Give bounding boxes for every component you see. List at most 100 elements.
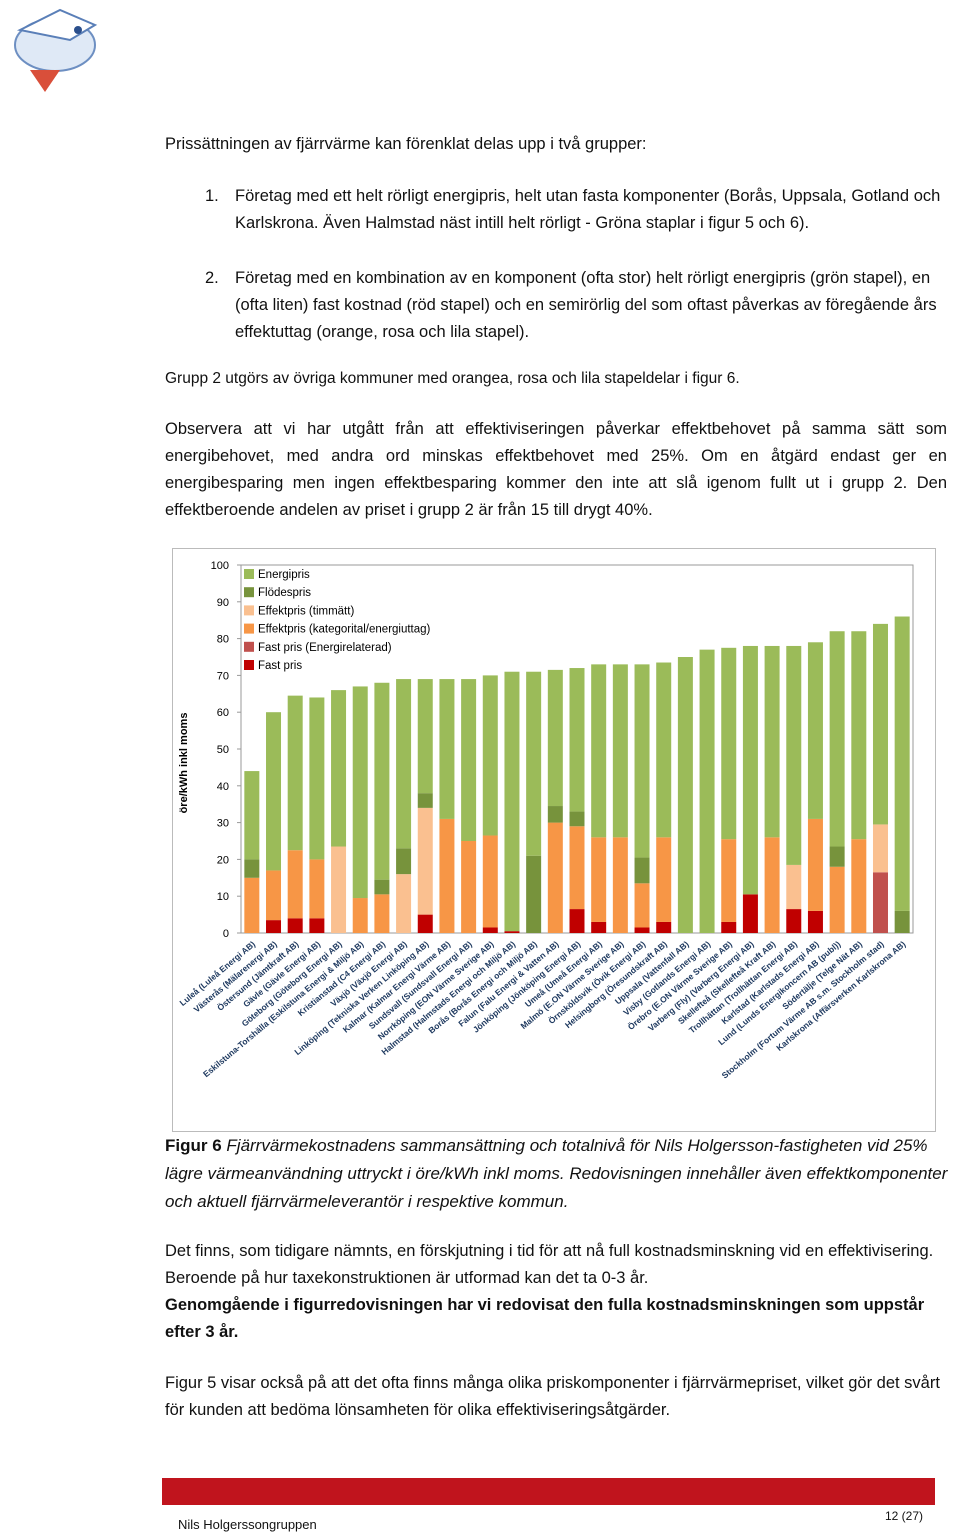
footer-organization: Nils Holgerssongruppen (178, 1517, 317, 1532)
bar-segment (569, 909, 585, 933)
bar-segment (721, 921, 737, 933)
bar-segment (569, 811, 585, 827)
bar-segment (764, 645, 780, 838)
bar-segment (569, 826, 585, 910)
bar-segment (677, 657, 693, 933)
bar-segment (504, 671, 520, 932)
bar-segment (244, 877, 260, 933)
bar-segment (764, 837, 780, 933)
bar-segment (829, 631, 845, 847)
y-tick-label: 80 (217, 634, 229, 646)
figure-caption: Figur 6 Fjärrvärmekostnadens sammansättn… (165, 1132, 960, 1216)
bar-segment (634, 857, 650, 884)
legend-swatch (244, 569, 254, 579)
bar-segment (266, 920, 282, 933)
legend-swatch (244, 605, 254, 616)
bar-segment (656, 921, 672, 933)
figure5-paragraph: Figur 5 visar också på att det ofta finn… (165, 1374, 940, 1419)
y-tick-label: 90 (217, 597, 229, 609)
y-tick-label: 100 (211, 560, 229, 572)
bar-segment (482, 927, 498, 933)
legend-label: Effektpris (kategorital/energiuttag) (258, 624, 431, 636)
bar-segment (656, 662, 672, 838)
bar-segment (634, 927, 650, 933)
bar-segment (547, 669, 563, 807)
bar-segment (829, 866, 845, 933)
bar-segment (504, 931, 520, 933)
bar-segment (699, 649, 715, 933)
bar-segment (786, 864, 802, 910)
y-tick-label: 50 (217, 744, 229, 756)
y-tick-label: 0 (223, 928, 229, 940)
y-tick-label: 60 (217, 707, 229, 719)
bar-segment (786, 909, 802, 933)
legend-label: Fast pris (258, 660, 302, 672)
legend-swatch (244, 641, 254, 652)
bar-segment (872, 623, 888, 825)
chart: öre/kWh inkl moms 0 10 20 30 40 50 60 70 80 90 100… (172, 548, 936, 1132)
bar-segment (547, 806, 563, 823)
bar-segment (807, 818, 823, 911)
bar-segment (439, 818, 455, 933)
bar-segment (721, 647, 737, 840)
bar-segment (287, 695, 303, 851)
bar-segment (894, 910, 910, 933)
bar-segment (244, 771, 260, 860)
bar-segment (872, 824, 888, 873)
bar-segment (417, 793, 433, 808)
bar-segment (417, 679, 433, 794)
bar-segment (591, 664, 607, 838)
bar-segment (287, 850, 303, 919)
list-item: Företag med en kombination av en kompone… (235, 269, 937, 341)
bar-segment (417, 914, 433, 933)
bar-segment (287, 918, 303, 933)
bar-segment (591, 921, 607, 933)
bar-segment (851, 631, 867, 840)
bar-segment (266, 712, 282, 871)
y-tick-label: 30 (217, 818, 229, 830)
legend-swatch (244, 660, 254, 670)
logo (14, 8, 98, 92)
shift-bold-text: Genomgående i figurredovisningen har vi … (165, 1296, 925, 1341)
y-tick-label: 70 (217, 670, 229, 682)
intro-paragraph: Prissättningen av fjärrvärme kan förenkl… (165, 135, 647, 153)
bar-segment (634, 664, 650, 858)
caption-text: Fjärrvärmekostnadens sammansättning och … (165, 1136, 948, 1211)
bar-segment (331, 846, 347, 933)
bar-segment (721, 839, 737, 922)
bar-segment (807, 910, 823, 933)
bar-segment (374, 682, 390, 880)
shift-paragraph: Det finns, som tidigare nämnts, en försk… (165, 1238, 955, 1346)
legend-swatch (244, 587, 254, 598)
bar-segment (829, 846, 845, 867)
bar-segment (309, 918, 325, 933)
y-tick-label: 20 (217, 854, 229, 866)
bar-segment (526, 671, 542, 856)
bar-segment (461, 841, 477, 933)
list-number: 1. (205, 187, 219, 205)
bar-segment (742, 645, 758, 895)
bar-segment (786, 645, 802, 865)
bar-segment (352, 686, 368, 899)
legend-label: Flödespris (258, 587, 311, 599)
bar-segment (374, 894, 390, 933)
bar-segment (742, 894, 758, 933)
footer-bar (162, 1478, 935, 1505)
bar-segment (396, 679, 412, 849)
observe-paragraph: Observera att vi har utgått från att eff… (165, 420, 947, 519)
bar-segment (374, 879, 390, 895)
y-tick-label: 10 (217, 891, 229, 903)
bar-segment (612, 837, 628, 933)
bar-segment (872, 872, 888, 933)
bar-segment (439, 679, 455, 819)
bar-segment (244, 859, 260, 878)
bar-segment (352, 898, 368, 933)
legend-swatch (244, 623, 254, 634)
bar-segment (482, 835, 498, 928)
bar-segment (309, 697, 325, 860)
legend-label: Fast pris (Energirelaterad) (258, 642, 392, 654)
list-number: 2. (205, 269, 219, 287)
list-item: Företag med ett helt rörligt energipris,… (235, 187, 941, 232)
bar-segment (851, 839, 867, 933)
